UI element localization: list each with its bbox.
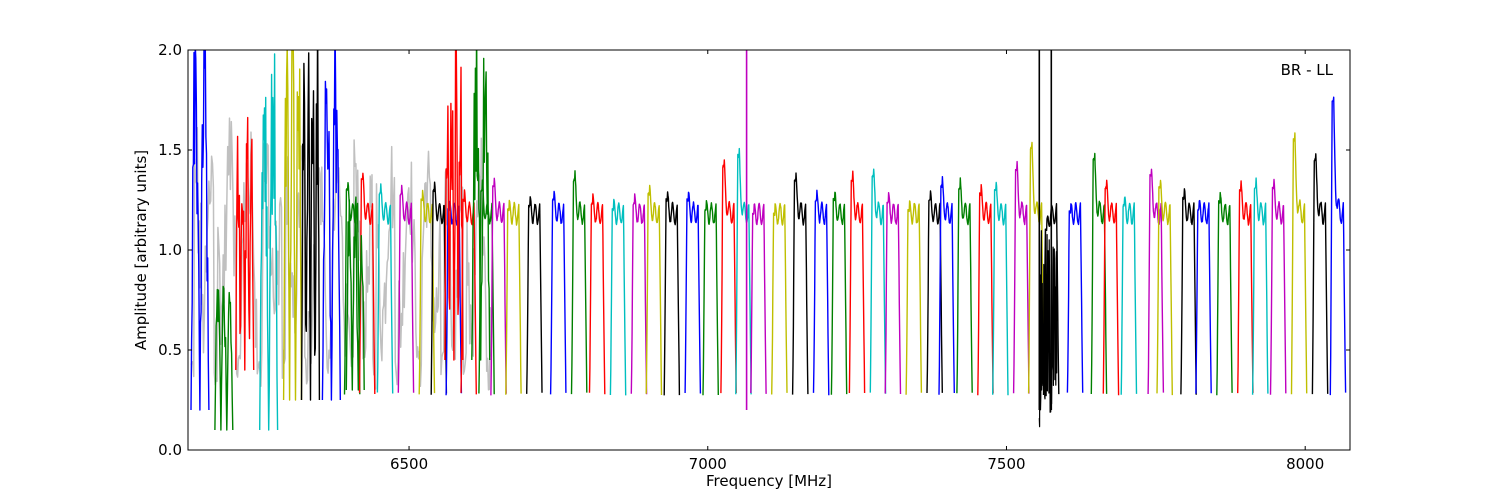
band-series-33: [938, 176, 955, 395]
band-series-50: [1251, 177, 1269, 395]
noisy-band-series-4: [282, 50, 303, 401]
y-tick-label: 0.5: [158, 341, 182, 359]
y-tick-label: 2.0: [158, 41, 182, 59]
band-series-12: [549, 190, 567, 395]
band-series-35: [977, 184, 994, 396]
noisy-band-series-3: [259, 53, 279, 431]
band-series-32: [926, 190, 943, 394]
band-series-13: [570, 170, 588, 395]
band-series-24: [771, 202, 788, 395]
band-series-52: [1290, 132, 1308, 395]
band-series-1: [358, 172, 376, 395]
band-series-30: [884, 192, 902, 395]
band-series-17: [645, 184, 663, 396]
band-series-38: [1027, 141, 1045, 394]
band-series-16: [630, 193, 648, 395]
band-series-42: [1102, 179, 1120, 396]
y-tick-label: 1.0: [158, 241, 182, 259]
band-series-34: [956, 177, 973, 394]
x-tick-label: 7000: [689, 455, 727, 473]
noisy-band-series-6: [321, 50, 341, 401]
band-series-43: [1120, 196, 1138, 395]
band-series-49: [1237, 180, 1254, 394]
x-tick-label: 6500: [390, 455, 428, 473]
band-series-11: [526, 196, 543, 394]
band-series-20: [702, 200, 719, 396]
band-series-21: [720, 159, 737, 394]
band-series-19: [684, 191, 702, 394]
band-series-23: [750, 202, 767, 394]
band-series-46: [1180, 188, 1197, 395]
band-series-4: [418, 189, 436, 395]
band-series-45: [1156, 179, 1173, 396]
y-axis-title: Amplitude [arbitrary units]: [132, 150, 150, 350]
band-series-26: [812, 189, 830, 396]
noisy-band-series-5: [300, 50, 321, 401]
band-series-36: [992, 181, 1009, 396]
band-series-29: [869, 168, 887, 394]
band-series-2: [376, 183, 394, 394]
ticks-layer: 6500 7000 7500 8000 0.0 0.5 1.0 1.5 2.0: [158, 41, 1350, 473]
band-series-5: [430, 181, 448, 395]
band-series-28: [848, 170, 866, 394]
band-series-22: [735, 147, 752, 395]
noisy-band-series-8: [444, 50, 464, 361]
noisy-band-series-1: [214, 285, 234, 431]
band-series-44: [1147, 168, 1165, 395]
band-series-53: [1311, 153, 1329, 395]
noisy-band-series-9: [471, 50, 491, 361]
band-series-48: [1216, 191, 1233, 396]
x-axis-title: Frequency [MHz]: [706, 472, 832, 490]
band-series-37: [1012, 160, 1030, 394]
band-series-40: [1066, 202, 1084, 393]
band-series-18: [663, 191, 681, 396]
band-series-3: [397, 184, 415, 393]
band-series-51: [1269, 178, 1287, 395]
band-series-10: [505, 199, 522, 395]
y-tick-label: 1.5: [158, 141, 182, 159]
noisy-band-series-2: [235, 116, 255, 371]
band-series-27: [830, 191, 848, 395]
noise-block-series: [1038, 230, 1058, 428]
band-series-14: [588, 193, 606, 395]
noisy-band-series-7: [345, 196, 365, 391]
y-tick-label: 0.0: [158, 441, 182, 459]
x-tick-label: 7500: [987, 455, 1025, 473]
band-series-9: [490, 177, 507, 396]
band-series-41: [1090, 152, 1108, 395]
band-series-47: [1195, 199, 1212, 394]
band-series-0: [343, 182, 361, 395]
band-series-25: [791, 172, 809, 395]
noisy-band-series-0: [190, 50, 210, 411]
band-series-31: [905, 200, 923, 395]
x-tick-label: 8000: [1286, 455, 1324, 473]
series-layer: [190, 50, 1347, 431]
annotation-label: BR - LL: [1281, 61, 1334, 79]
band-series-54: [1329, 96, 1347, 396]
band-series-15: [609, 198, 627, 396]
